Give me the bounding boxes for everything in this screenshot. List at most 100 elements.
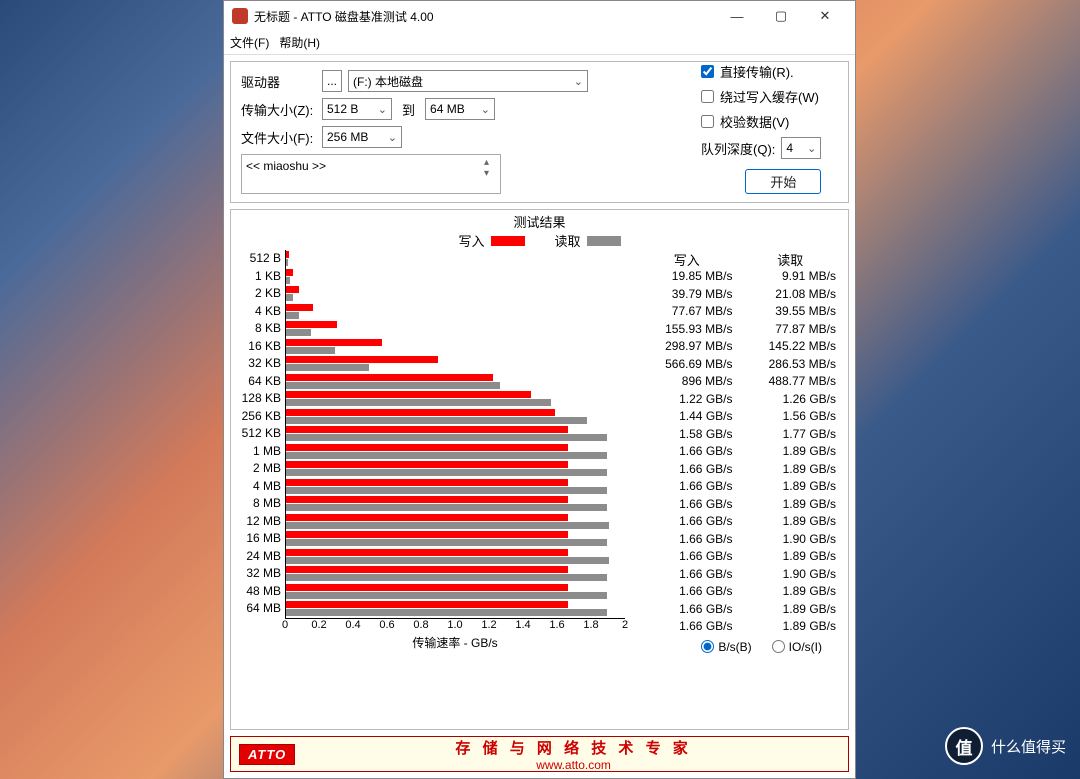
read-value: 1.89 GB/s [739,443,837,461]
write-value: 39.79 MB/s [635,286,733,304]
x-tick-label: 1.2 [481,619,496,631]
y-tick-label: 1 KB [237,268,281,286]
read-value: 1.89 GB/s [739,496,837,514]
x-tick-label: 1.0 [447,619,462,631]
queue-depth-label: 队列深度(Q): [701,139,775,158]
write-value: 1.66 GB/s [635,583,733,601]
y-tick-label: 8 MB [237,495,281,513]
read-value: 39.55 MB/s [739,303,837,321]
x-tick-label: 1.4 [515,619,530,631]
y-tick-label: 4 MB [237,478,281,496]
col-write-header: 写入 [635,250,739,268]
read-value: 488.77 MB/s [739,373,837,391]
y-tick-label: 32 KB [237,355,281,373]
write-value: 1.66 GB/s [635,513,733,531]
bar-pair [286,285,625,303]
file-size-select[interactable]: 256 MB [322,126,402,148]
read-value: 1.26 GB/s [739,391,837,409]
write-value: 1.66 GB/s [635,618,733,636]
y-tick-label: 256 KB [237,408,281,426]
x-tick-label: 0 [282,619,288,631]
drive-label: 驱动器 [241,72,316,91]
transfer-max-select[interactable]: 64 MB [425,98,495,120]
y-tick-label: 2 MB [237,460,281,478]
unit-bs-radio[interactable]: B/s(B) [701,640,751,654]
browse-button[interactable]: ... [322,70,342,92]
watermark: 值 什么值得买 [945,727,1066,765]
description-box[interactable]: << miaoshu >> ▴▾ [241,154,501,194]
bar-pair [286,565,625,583]
y-tick-label: 128 KB [237,390,281,408]
read-value: 21.08 MB/s [739,286,837,304]
bar-pair [286,408,625,426]
menu-file[interactable]: 文件(F) [230,34,269,51]
bar-pair [286,268,625,286]
unit-ios-radio[interactable]: IO/s(I) [772,640,822,654]
x-tick-label: 2 [622,619,628,631]
start-button[interactable]: 开始 [745,169,821,194]
direct-io-checkbox[interactable]: 直接传输(R). [701,62,821,81]
y-tick-label: 16 MB [237,530,281,548]
window-title: 无标题 - ATTO 磁盘基准测试 4.00 [254,8,715,25]
footer-line2: www.atto.com [307,758,840,772]
y-tick-label: 16 KB [237,338,281,356]
bar-pair [286,303,625,321]
write-value: 19.85 MB/s [635,268,733,286]
verify-checkbox[interactable]: 校验数据(V) [701,112,821,131]
read-value: 1.89 GB/s [739,618,837,636]
atto-logo: ATTO [239,744,295,765]
bar-pair [286,338,625,356]
footer-banner[interactable]: ATTO 存 储 与 网 络 技 术 专 家 www.atto.com [230,736,849,772]
bypass-cache-checkbox[interactable]: 绕过写入缓存(W) [701,87,821,106]
menubar: 文件(F) 帮助(H) [224,31,855,55]
minimize-button[interactable]: — [715,2,759,30]
menu-help[interactable]: 帮助(H) [279,34,320,51]
x-tick-label: 1.8 [583,619,598,631]
read-value: 1.89 GB/s [739,461,837,479]
queue-depth-select[interactable]: 4 [781,137,821,159]
watermark-text: 什么值得买 [991,736,1066,757]
bar-chart: 512 B1 KB2 KB4 KB8 KB16 KB32 KB64 KB128 … [237,250,625,725]
bar-pair [286,373,625,391]
write-value: 298.97 MB/s [635,338,733,356]
results-title: 测试结果 [231,210,848,231]
spinner-icon[interactable]: ▴▾ [484,157,498,179]
x-axis-label: 传输速率 - GB/s [285,634,625,651]
close-button[interactable]: ✕ [803,2,847,30]
maximize-button[interactable]: ▢ [759,2,803,30]
read-value: 1.89 GB/s [739,548,837,566]
write-value: 1.58 GB/s [635,426,733,444]
read-value: 1.89 GB/s [739,601,837,619]
bar-pair [286,425,625,443]
bar-pair [286,583,625,601]
bar-pair [286,320,625,338]
write-value: 1.44 GB/s [635,408,733,426]
read-value: 1.56 GB/s [739,408,837,426]
transfer-min-select[interactable]: 512 B [322,98,392,120]
to-label: 到 [402,100,415,119]
read-value: 1.77 GB/s [739,426,837,444]
bar-pair [286,548,625,566]
write-value: 77.67 MB/s [635,303,733,321]
col-read-header: 读取 [739,250,843,268]
y-tick-label: 2 KB [237,285,281,303]
y-tick-label: 4 KB [237,303,281,321]
footer-line1: 存 储 与 网 络 技 术 专 家 [307,737,840,758]
write-value: 1.66 GB/s [635,531,733,549]
y-tick-label: 48 MB [237,583,281,601]
write-value: 566.69 MB/s [635,356,733,374]
y-tick-label: 24 MB [237,548,281,566]
bar-pair [286,460,625,478]
bar-pair [286,495,625,513]
drive-select[interactable]: (F:) 本地磁盘 [348,70,588,92]
read-value: 1.89 GB/s [739,583,837,601]
y-tick-label: 512 B [237,250,281,268]
read-value: 1.90 GB/s [739,531,837,549]
controls-panel: 驱动器 ... (F:) 本地磁盘 传输大小(Z): 512 B 到 64 MB… [230,61,849,203]
y-tick-label: 32 MB [237,565,281,583]
bar-pair [286,443,625,461]
x-tick-label: 0.2 [311,619,326,631]
bar-pair [286,390,625,408]
write-value: 1.66 GB/s [635,461,733,479]
write-value: 896 MB/s [635,373,733,391]
